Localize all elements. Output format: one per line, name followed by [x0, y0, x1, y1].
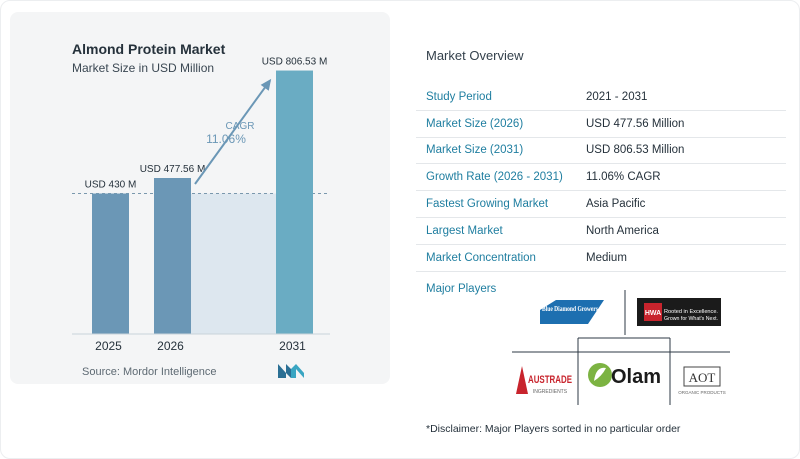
x-tick-2025: 2025 — [95, 339, 122, 353]
source-text: Source: Mordor Intelligence — [82, 366, 217, 378]
overview-row: Largest Market North America — [416, 218, 786, 245]
overview-key: Largest Market — [426, 224, 503, 237]
overview-value: North America — [586, 224, 659, 237]
overview-row: Market Concentration Medium — [416, 245, 786, 272]
overview-row: Fastest Growing Market Asia Pacific — [416, 191, 786, 218]
data-label-2031: USD 806.53 M — [262, 57, 328, 68]
hwa-logo: HWA Rooted in Excellence. Grown for What… — [637, 298, 721, 326]
svg-text:ORGANIC PRODUCTS: ORGANIC PRODUCTS — [678, 390, 726, 395]
growth-shade-area — [191, 193, 276, 334]
svg-text:AOT: AOT — [689, 370, 716, 385]
data-label-2026: USD 477.56 M — [140, 164, 206, 175]
x-tick-2026: 2026 — [157, 339, 184, 353]
overview-value: Medium — [586, 251, 627, 264]
overview-key: Fastest Growing Market — [426, 198, 549, 211]
olam-logo: Olam — [588, 363, 661, 388]
overview-key: Market Concentration — [426, 251, 536, 264]
overview-table: Study Period 2021 - 2031 Market Size (2026… — [416, 84, 786, 272]
data-label-2025: USD 430 M — [85, 180, 137, 191]
overview-key: Growth Rate (2026 - 2031) — [426, 171, 563, 184]
mordor-intelligence-logo-icon — [278, 364, 304, 378]
overview-row: Growth Rate (2026 - 2031) 11.06% CAGR — [416, 164, 786, 192]
austrade-logo: AUSTRADE INGREDIENTS — [516, 366, 572, 395]
overview-title: Market Overview — [426, 48, 524, 63]
bar-2025 — [92, 193, 129, 334]
overview-value: USD 477.56 Million — [586, 117, 685, 130]
chart-subtitle: Market Size in USD Million — [72, 61, 215, 75]
blue-diamond-logo: Blue Diamond Growers — [540, 300, 604, 324]
x-tick-2031: 2031 — [279, 339, 306, 353]
chart-title: Almond Protein Market — [72, 41, 226, 57]
svg-text:AUSTRADE: AUSTRADE — [528, 374, 572, 386]
overview-value: 11.06% CAGR — [586, 171, 661, 184]
overview-key: Study Period — [426, 90, 492, 103]
svg-text:Grown for What's Next.: Grown for What's Next. — [664, 316, 718, 322]
cagr-arrow — [194, 79, 271, 185]
overview-key: Market Size (2026) — [426, 117, 524, 130]
svg-text:Olam: Olam — [611, 366, 661, 388]
svg-text:Blue Diamond Growers: Blue Diamond Growers — [542, 305, 598, 313]
cagr-label: CAGR — [226, 121, 255, 132]
cagr-arrow-head — [260, 78, 272, 91]
major-players-title: Major Players — [426, 283, 497, 295]
overview-row: Market Size (2026) USD 477.56 Million — [416, 111, 786, 138]
svg-text:HWA: HWA — [645, 310, 661, 317]
svg-text:Rooted in Excellence.: Rooted in Excellence. — [664, 309, 718, 315]
svg-text:INGREDIENTS: INGREDIENTS — [533, 389, 568, 395]
aot-logo: AOT ORGANIC PRODUCTS — [678, 366, 726, 395]
overview-row: Study Period 2021 - 2031 — [416, 84, 786, 111]
overview-value: Asia Pacific — [586, 198, 646, 211]
overview-row: Market Size (2031) USD 806.53 Million — [416, 138, 786, 165]
cagr-value: 11.06% — [206, 132, 246, 146]
bar-2026 — [154, 177, 191, 334]
bar-2031 — [276, 70, 313, 334]
disclaimer-text: *Disclaimer: Major Players sorted in no … — [426, 423, 681, 435]
overview-value: USD 806.53 Million — [586, 144, 685, 157]
overview-value: 2021 - 2031 — [586, 90, 648, 103]
overview-key: Market Size (2031) — [426, 144, 524, 157]
